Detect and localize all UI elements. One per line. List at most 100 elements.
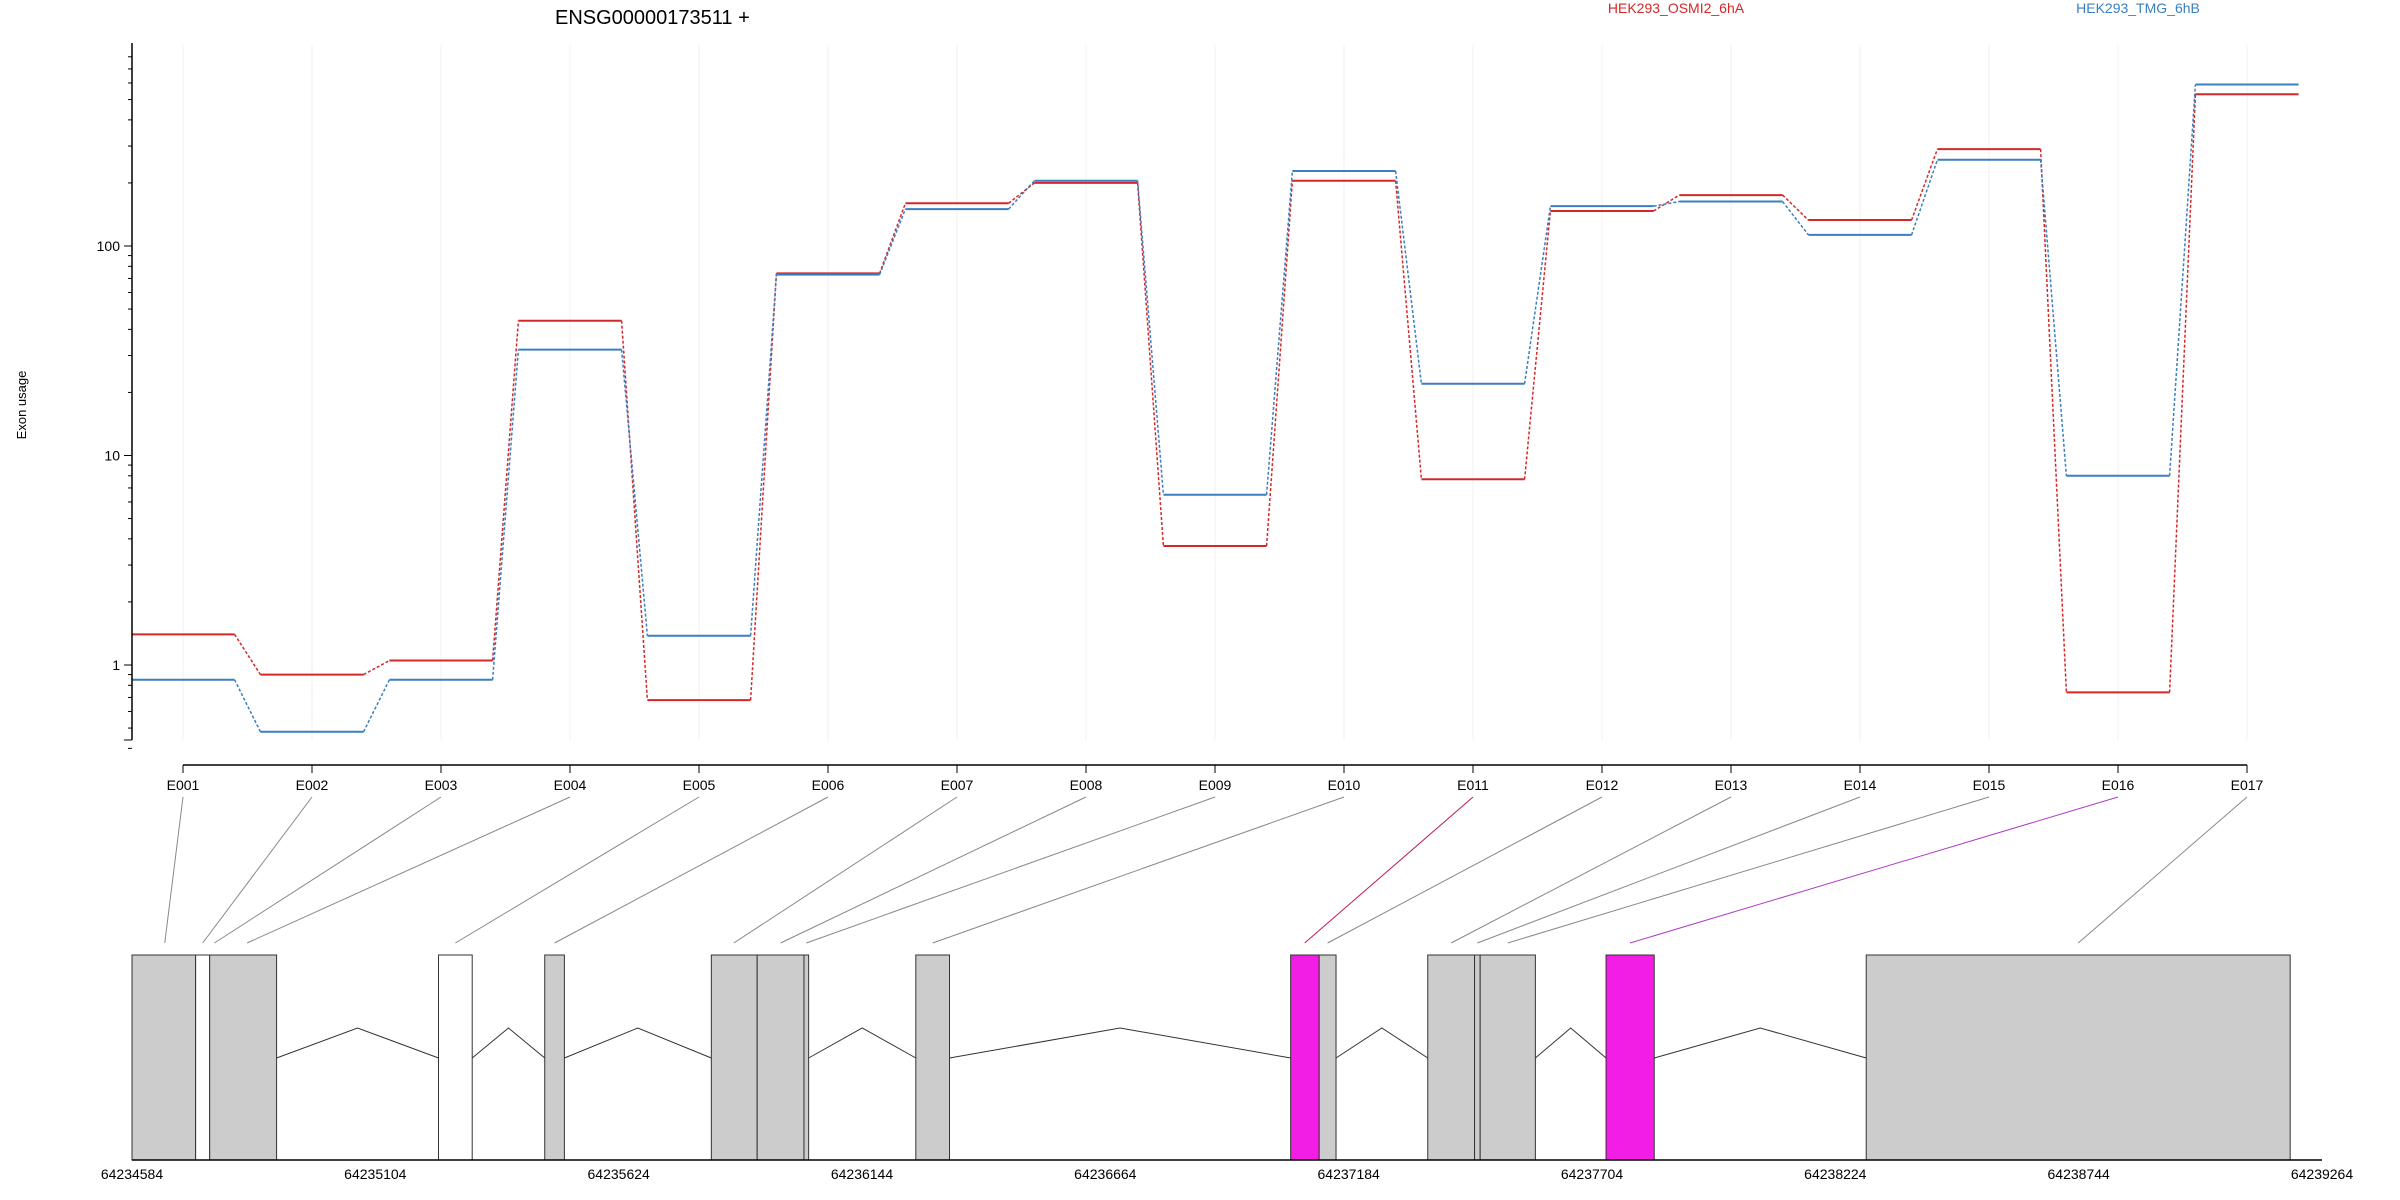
exon-block (209, 954, 278, 1161)
series-1-connector (1653, 194, 1680, 212)
series-1-connector (1394, 180, 1423, 480)
y-axis: 1 10 100 (97, 43, 133, 749)
legend-series-2: HEK293_TMG_6hB (2076, 0, 2200, 16)
y-tick-label: 10 (104, 448, 120, 464)
series-2-connector (1265, 170, 1294, 495)
x-tick-label: E015 (1973, 777, 2006, 793)
exon-block (195, 954, 211, 1161)
exon-links (164, 796, 2248, 944)
exon-block (1474, 954, 1481, 1161)
x-tick-label: E009 (1199, 777, 1232, 793)
exon-block (1479, 954, 1536, 1161)
series-2-connector (1136, 180, 1165, 495)
series-2-connector (1782, 201, 1809, 236)
coordinate-tick-label: 64234584 (101, 1166, 164, 1182)
series-1-connector (491, 320, 520, 661)
y-tick-label: 1 (112, 657, 120, 673)
intron-line (949, 1027, 1291, 1059)
series-lines (131, 83, 2299, 733)
series-1-connector (749, 273, 778, 701)
exon-block (544, 954, 565, 1161)
coordinate-tick-label: 64236144 (831, 1166, 894, 1182)
coordinate-tick-label: 64239264 (2291, 1166, 2354, 1182)
coordinate-tick-label: 64235624 (588, 1166, 651, 1182)
y-axis-label: Exon usage (14, 371, 29, 440)
series-1-connector (363, 659, 390, 676)
exon-link-line (1477, 796, 1861, 944)
x-tick-label: E014 (1844, 777, 1877, 793)
intron-line (276, 1027, 439, 1059)
exon-link-line (780, 796, 1087, 944)
series-1-connector (233, 633, 262, 675)
series-1-connector (1523, 210, 1552, 480)
series-2-connector (749, 274, 778, 636)
exon-link-line (1450, 796, 1732, 944)
series-2-connector (233, 679, 262, 733)
exon-block (803, 954, 810, 1161)
intron-line (564, 1027, 712, 1059)
x-tick-label: E003 (425, 777, 458, 793)
series-2-connector (491, 349, 520, 680)
intron-line (471, 1027, 546, 1059)
series-1-connector (2039, 149, 2068, 693)
exon-block (131, 954, 197, 1161)
gene-model (131, 954, 2291, 1161)
intron-line (1654, 1027, 1867, 1059)
x-tick-label: E012 (1586, 777, 1619, 793)
x-axis: E001 E002 E003 E004 E005 E006 E007 E008 E009 E010… (167, 764, 2264, 793)
exon-link-line (932, 796, 1345, 944)
x-tick-label: E002 (296, 777, 329, 793)
exon-link-line (202, 796, 313, 944)
series-2-connector (878, 208, 907, 275)
exon-block (710, 954, 758, 1161)
series-1-connector (2168, 94, 2197, 693)
x-tick-label: E011 (1457, 777, 1489, 793)
series-1-connector (620, 320, 649, 701)
exon-link-line (733, 796, 958, 944)
coordinate-tick-label: 64238744 (2048, 1166, 2111, 1182)
x-tick-label: E001 (167, 777, 200, 793)
intron-line (808, 1027, 917, 1059)
grid-lines (182, 45, 2248, 740)
series-2-connector (1523, 206, 1552, 384)
chart-title: ENSG00000173511 + (555, 7, 750, 29)
intron-line (1335, 1027, 1429, 1059)
exon-link-line (554, 796, 829, 944)
exon-block-highlighted (1290, 954, 1320, 1161)
intron-line (1535, 1027, 1607, 1059)
series-2-connector (1008, 180, 1035, 210)
series-1-connector (1782, 194, 1809, 221)
x-tick-label: E008 (1070, 777, 1103, 793)
coordinate-tick-label: 64238224 (1804, 1166, 1867, 1182)
series-1-connector (1910, 148, 1939, 221)
series-2-connector (1910, 159, 1939, 236)
x-tick-label: E005 (683, 777, 716, 793)
exon-link-line (455, 796, 700, 944)
coordinate-tick-label: 64236664 (1074, 1166, 1137, 1182)
exon-block (915, 954, 951, 1161)
exon-link-line (246, 796, 571, 944)
exon-link-line (1327, 796, 1603, 944)
exon-block (1427, 954, 1476, 1161)
x-tick-label: E017 (2231, 777, 2264, 793)
exon-link-line (214, 796, 442, 944)
exon-block (1865, 954, 2291, 1161)
series-1-connector (1136, 182, 1165, 547)
x-tick-label: E013 (1715, 777, 1748, 793)
series-2-connector (2168, 84, 2197, 476)
coordinate-tick-label: 64237704 (1561, 1166, 1624, 1182)
series-2-connector (2039, 159, 2068, 476)
x-tick-label: E004 (554, 777, 587, 793)
exon-link-line (2077, 796, 2248, 944)
y-tick-label: 100 (97, 238, 121, 254)
exon-block (438, 954, 473, 1161)
series-1-connector (1265, 180, 1294, 547)
x-tick-label: E010 (1328, 777, 1361, 793)
exon-block-highlighted (1605, 954, 1655, 1161)
coordinate-tick-label: 64235104 (344, 1166, 407, 1182)
exon-link-line (806, 796, 1216, 944)
exon-block (1318, 954, 1337, 1161)
x-tick-label: E007 (941, 777, 974, 793)
series-2-connector (1653, 200, 1680, 207)
